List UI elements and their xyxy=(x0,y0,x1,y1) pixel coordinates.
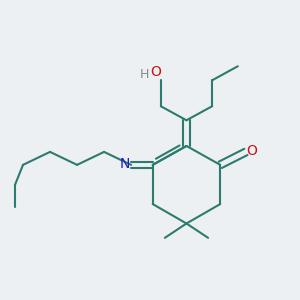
Text: O: O xyxy=(246,144,257,158)
Text: O: O xyxy=(150,64,161,79)
Text: N: N xyxy=(120,157,130,171)
Text: H: H xyxy=(140,68,149,81)
